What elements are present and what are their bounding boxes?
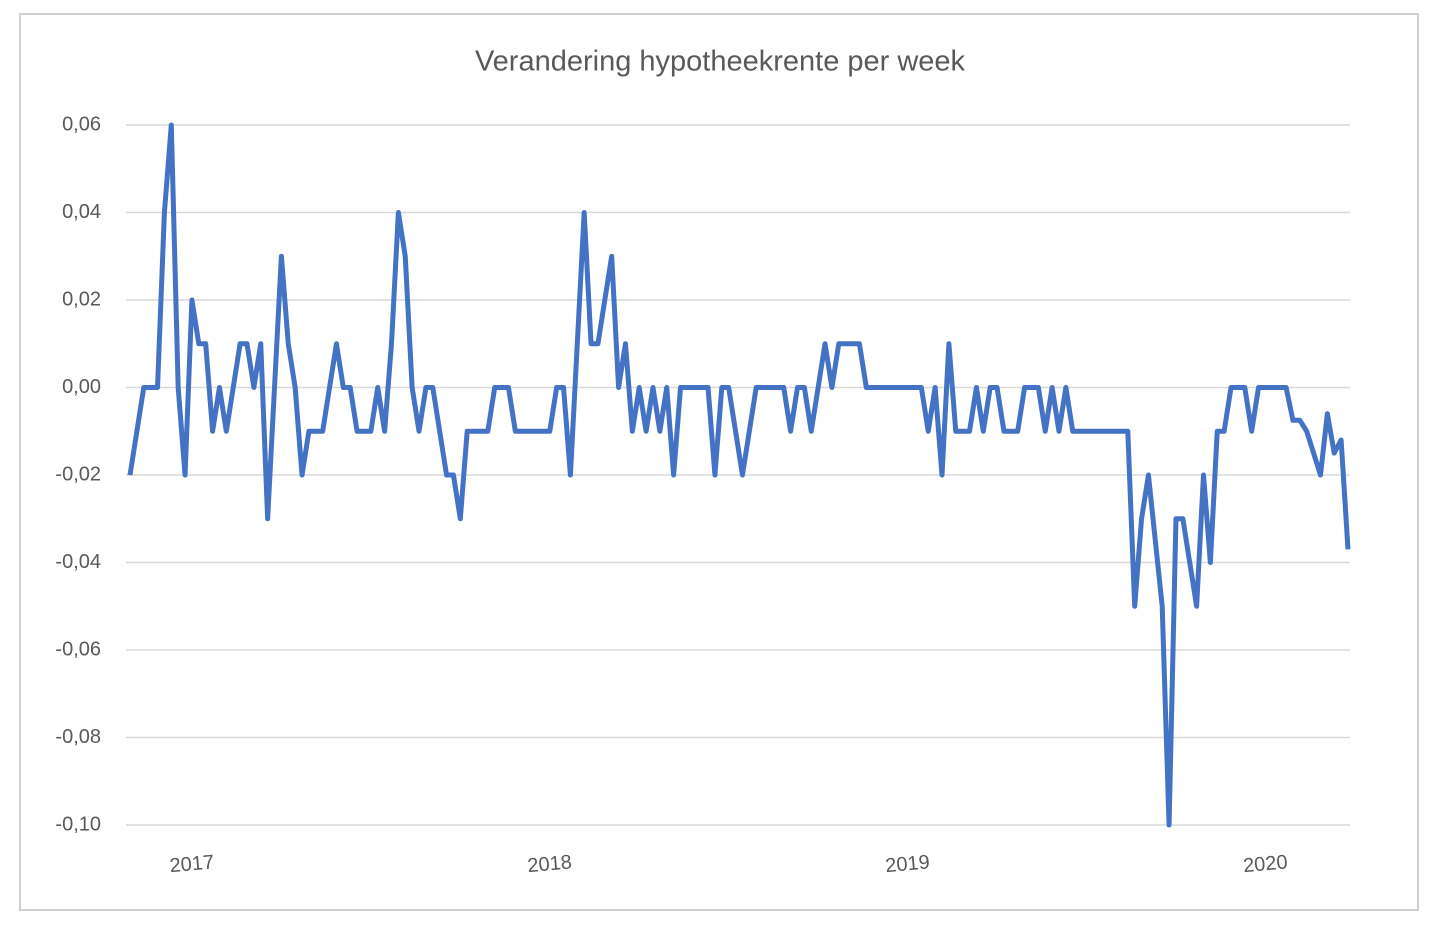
- x-tick-label: 2020: [1242, 851, 1288, 877]
- y-tick-label: 0,02: [62, 288, 101, 310]
- y-tick-label: -0,02: [55, 463, 101, 485]
- x-tick-label: 2017: [169, 851, 215, 877]
- y-tick-label: 0,04: [62, 201, 101, 223]
- y-tick-label: -0,04: [55, 551, 101, 573]
- x-tick-label: 2018: [527, 851, 573, 877]
- y-tick-label: 0,06: [62, 113, 101, 135]
- y-tick-label: -0,06: [55, 638, 101, 660]
- x-tick-label: 2019: [884, 851, 930, 877]
- chart-title: Verandering hypotheekrente per week: [475, 46, 966, 78]
- y-tick-label: -0,10: [55, 813, 101, 835]
- data-line: [127, 122, 1351, 828]
- y-tick-label: -0,08: [55, 726, 101, 748]
- y-tick-label: 0,00: [62, 376, 101, 398]
- chart-border: [19, 13, 1419, 911]
